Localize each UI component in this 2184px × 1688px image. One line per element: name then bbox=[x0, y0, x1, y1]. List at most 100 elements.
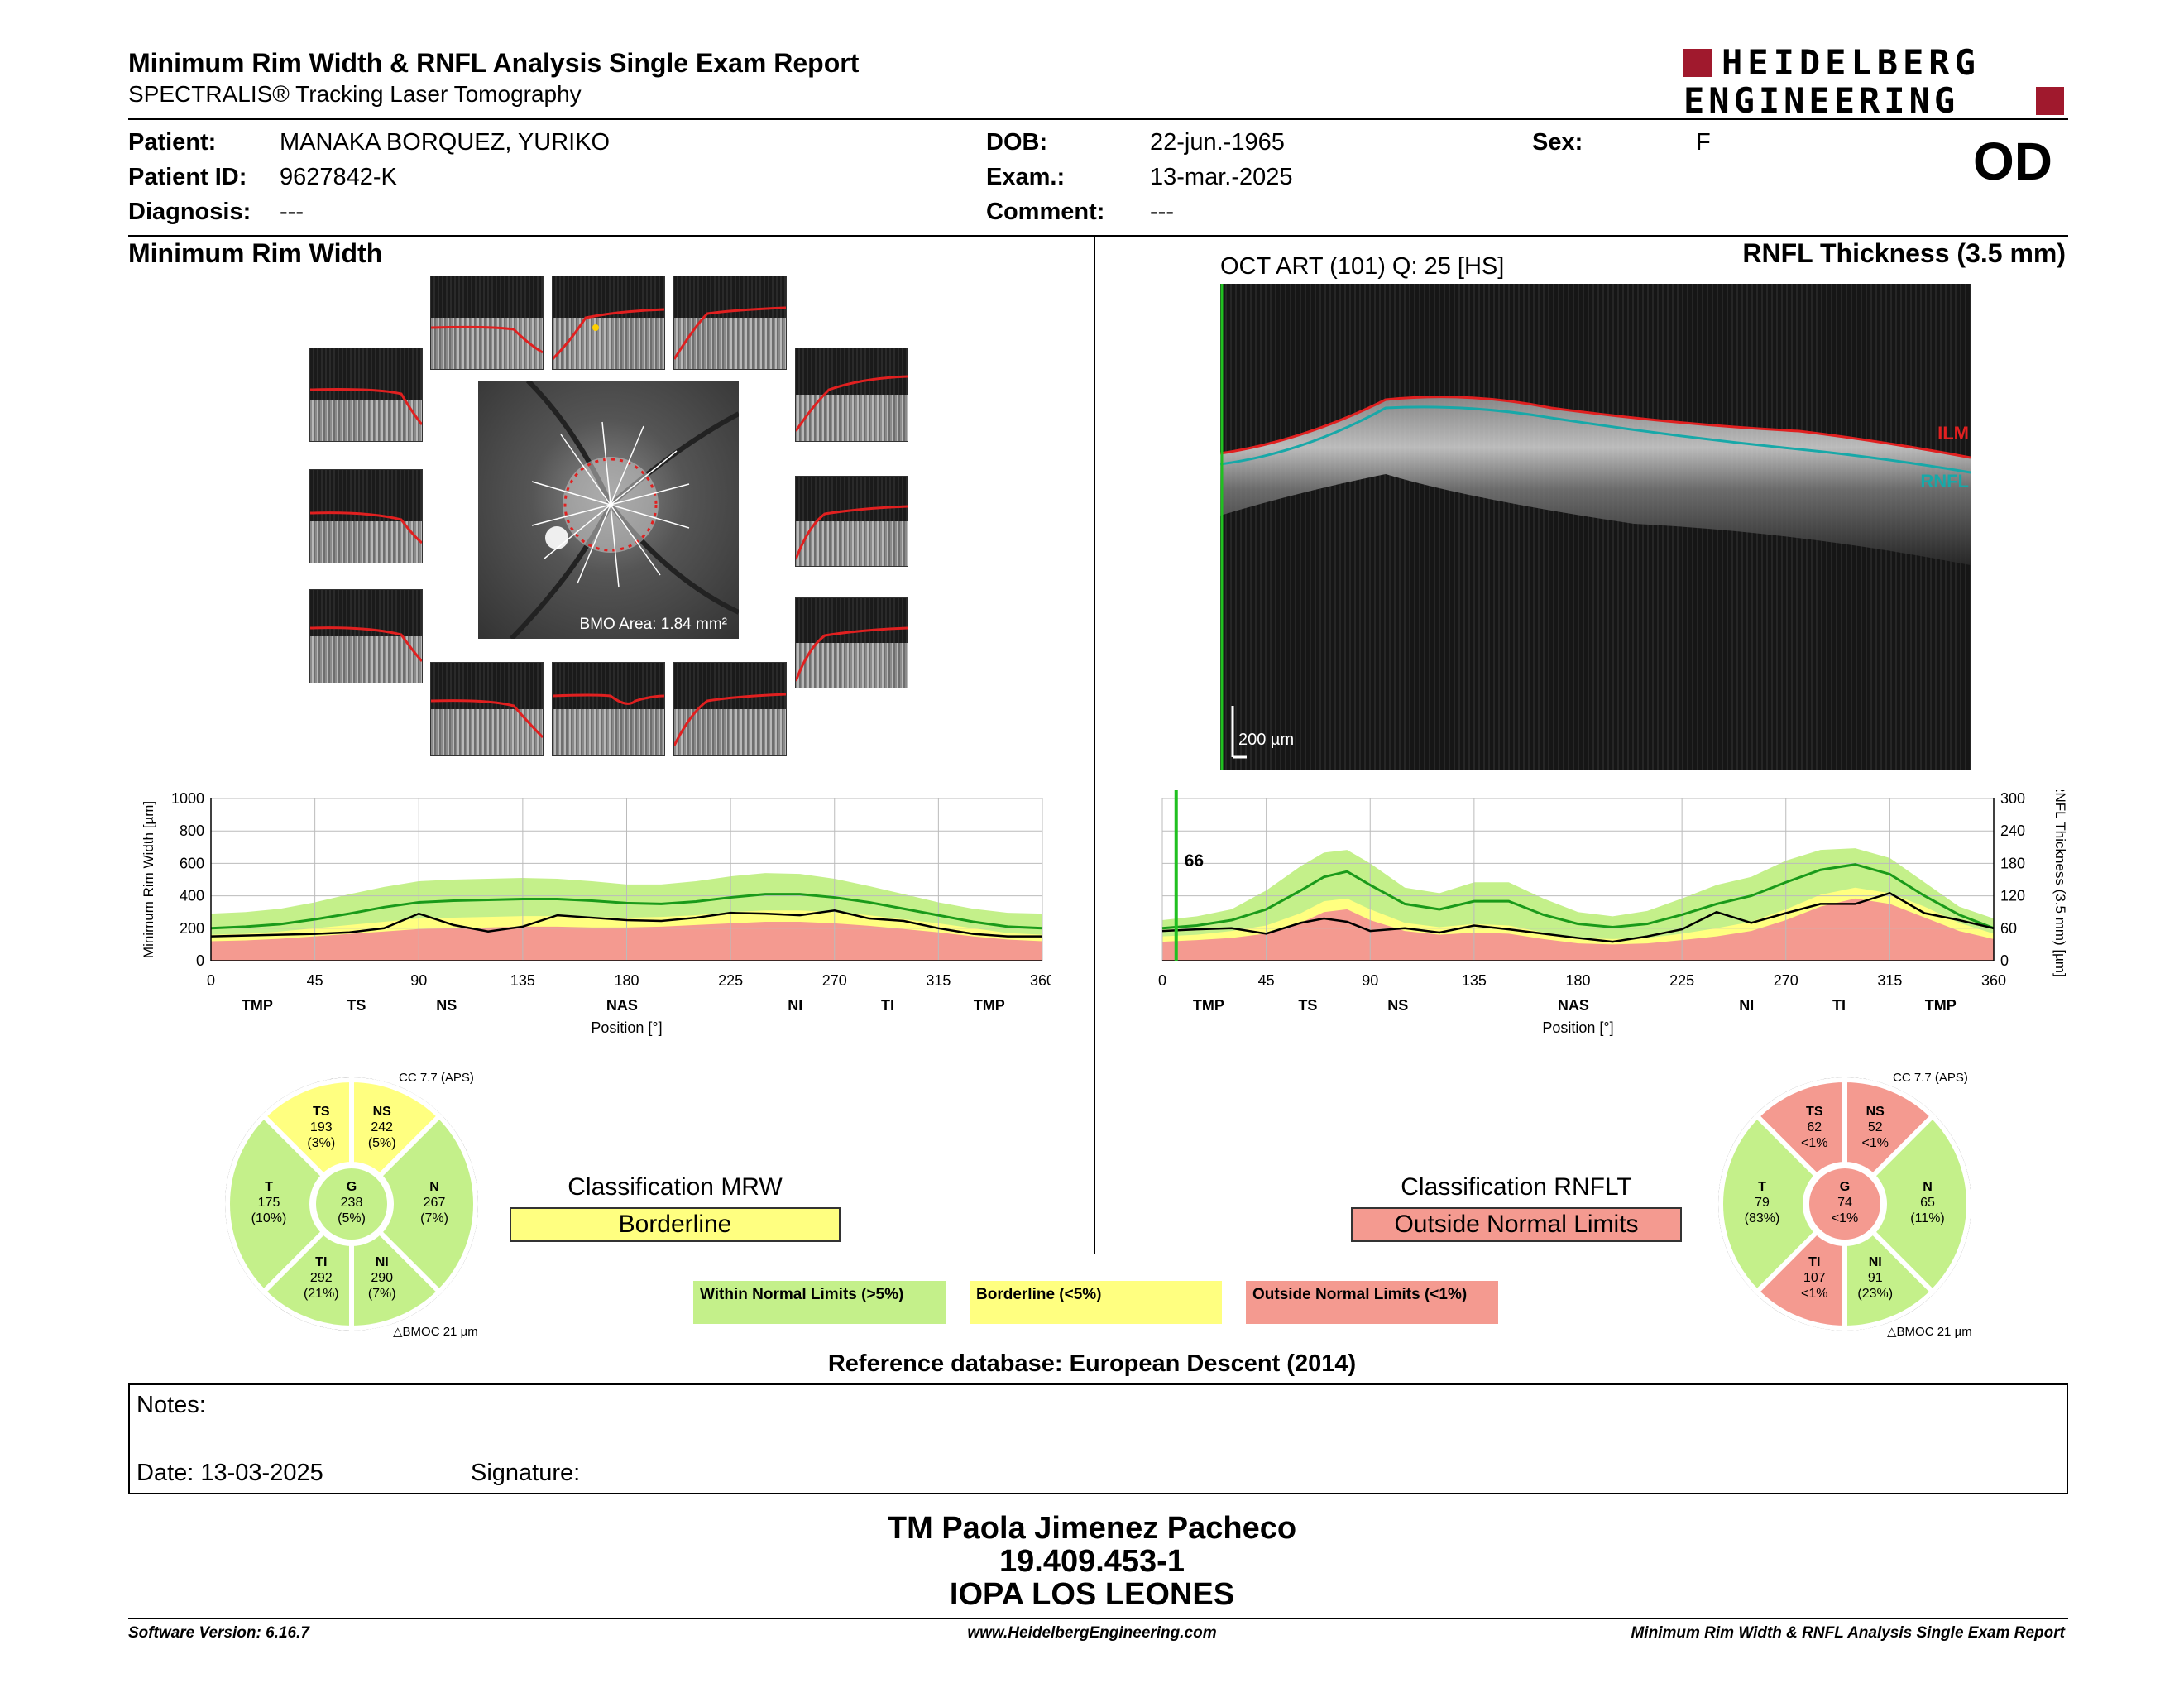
sector-t-text: T bbox=[265, 1180, 273, 1194]
y-axis-label: RNFL Thickness (3.5 mm) [µm] bbox=[2052, 790, 2068, 977]
sector-g-text: <1% bbox=[1832, 1211, 1858, 1225]
rnfl-classification-label: Classification RNFLT bbox=[1401, 1173, 1632, 1201]
bscan-tile[interactable] bbox=[309, 589, 423, 683]
sex-value: F bbox=[1696, 129, 1711, 156]
x-tick-label: 0 bbox=[1158, 972, 1166, 989]
header-divider bbox=[128, 118, 2068, 120]
mrw-bmoc-value: BMOC 21 µm bbox=[402, 1325, 478, 1339]
sector-label: NS bbox=[436, 997, 457, 1014]
bscan-tile[interactable] bbox=[673, 276, 787, 370]
bscan-tile[interactable] bbox=[673, 662, 787, 756]
sector-ti-text: 292 bbox=[310, 1271, 333, 1285]
bscan-tile[interactable] bbox=[309, 469, 423, 563]
sector-ni-text: NI bbox=[376, 1255, 389, 1269]
sector-t-text: 79 bbox=[1755, 1196, 1770, 1210]
x-axis-label: Position [°] bbox=[1542, 1019, 1613, 1036]
date-label: Date: 13-03-2025 bbox=[136, 1460, 323, 1486]
bscan-tile[interactable] bbox=[309, 348, 423, 442]
y-tick-label: 400 bbox=[180, 888, 204, 904]
comment-label: Comment: bbox=[986, 199, 1105, 225]
sector-label: TMP bbox=[242, 997, 273, 1014]
bscan-tile[interactable] bbox=[430, 276, 544, 370]
software-version: Software Version: 6.16.7 bbox=[128, 1624, 309, 1642]
sector-ts bbox=[1753, 1077, 1847, 1180]
sector-ni-text: (7%) bbox=[368, 1287, 396, 1301]
y-tick-label: 120 bbox=[2000, 888, 2025, 904]
sector-ns-text: NS bbox=[373, 1105, 392, 1119]
sector-t-text: 175 bbox=[258, 1196, 280, 1210]
y-tick-label: 60 bbox=[2000, 920, 2017, 937]
x-tick-label: 180 bbox=[614, 972, 639, 989]
patient-id-value: 9627842-K bbox=[280, 164, 397, 190]
sector-ts-text: TS bbox=[1806, 1105, 1823, 1119]
sector-ti-text: TI bbox=[1808, 1255, 1820, 1269]
sector-g bbox=[1806, 1165, 1884, 1243]
logo-line2: ENGINEERING bbox=[1684, 80, 1960, 121]
mrw-bmoc-label: △BMOC 21 µm bbox=[393, 1325, 478, 1339]
diagnosis-label: Diagnosis: bbox=[128, 199, 251, 225]
heidelberg-logo: HEIDELBERG ENGINEERING bbox=[1684, 42, 2064, 121]
x-tick-label: 225 bbox=[718, 972, 743, 989]
normal-mean-line bbox=[210, 893, 1043, 930]
bscan-tile[interactable] bbox=[430, 662, 544, 756]
bscan-tile[interactable] bbox=[552, 276, 665, 370]
sector-label: TMP bbox=[974, 997, 1005, 1014]
sector-label: NS bbox=[1387, 997, 1408, 1014]
y-axis-label: Minimum Rim Width [µm] bbox=[141, 801, 156, 958]
y-tick-label: 240 bbox=[2000, 822, 2025, 839]
normal-mean-line bbox=[1161, 863, 1995, 930]
sector-ns-text: 242 bbox=[371, 1120, 393, 1134]
sector-t bbox=[1718, 1112, 1821, 1296]
sector-ts-text: 62 bbox=[1807, 1120, 1822, 1134]
notes-box[interactable]: Notes: Date: 13-03-2025 Signature: bbox=[128, 1383, 2068, 1494]
ilm-label: ILM bbox=[1937, 423, 1969, 444]
footer-url[interactable]: www.HeidelbergEngineering.com bbox=[967, 1624, 1217, 1642]
bscan-tile[interactable] bbox=[795, 476, 908, 567]
fundus-image[interactable]: BMO Area: 1.84 mm² bbox=[478, 381, 739, 639]
bscan-tile[interactable] bbox=[795, 348, 908, 442]
footer-divider bbox=[128, 1618, 2068, 1619]
mrw-chart: 0 45 90 135 180 225 270 315 360 0 200 400 600 800 1000… bbox=[141, 790, 1051, 1036]
y-tick-label: 200 bbox=[180, 920, 204, 937]
eye-label: OD bbox=[1973, 132, 2052, 191]
patient-value: MANAKA BORQUEZ, YURIKO bbox=[280, 129, 611, 156]
exam-label: Exam.: bbox=[986, 164, 1066, 190]
bscan-tile[interactable] bbox=[795, 597, 908, 688]
y-tick-label: 0 bbox=[2000, 952, 2009, 969]
x-tick-label: 0 bbox=[207, 972, 215, 989]
x-tick-label: 315 bbox=[1877, 972, 1902, 989]
sector-n-text: (11%) bbox=[1910, 1211, 1945, 1225]
sector-label: NAS bbox=[1558, 997, 1589, 1014]
x-tick-label: 270 bbox=[822, 972, 847, 989]
footer-report-name: Minimum Rim Width & RNFL Analysis Single… bbox=[1631, 1624, 2065, 1642]
exam-value: 13-mar.-2025 bbox=[1150, 164, 1293, 190]
rnfl-chart: 0 45 90 135 180 225 270 315 360 0 60 120 180 240 300 TM… bbox=[1158, 790, 2068, 1036]
comment-value: --- bbox=[1150, 199, 1174, 225]
sector-ti bbox=[1753, 1228, 1847, 1331]
sector-ti-text: (21%) bbox=[304, 1287, 339, 1301]
bscan-tile[interactable] bbox=[552, 662, 665, 756]
sector-label: TMP bbox=[1925, 997, 1956, 1014]
x-tick-label: 135 bbox=[1462, 972, 1487, 989]
sector-t-text: (83%) bbox=[1745, 1211, 1780, 1225]
rnfl-classification-box: Outside Normal Limits bbox=[1351, 1207, 1682, 1242]
position-marker-value: 66 bbox=[1185, 851, 1204, 870]
reference-database: Reference database: European Descent (20… bbox=[827, 1350, 1357, 1377]
oct-bscan-image[interactable]: ILM RNFL 200 µm bbox=[1220, 284, 1971, 770]
sector-ni-text: NI bbox=[1869, 1255, 1882, 1269]
sector-ts bbox=[260, 1077, 354, 1180]
sector-ti bbox=[260, 1228, 354, 1331]
sector-t-text: (10%) bbox=[251, 1211, 287, 1225]
rnfl-bmoc-value: BMOC 21 µm bbox=[1896, 1325, 1972, 1339]
patient-label: Patient: bbox=[128, 129, 217, 156]
rnfl-cc-label: CC 7.7 (APS) bbox=[1893, 1071, 1968, 1085]
x-tick-label: 270 bbox=[1774, 972, 1798, 989]
y-tick-label: 180 bbox=[2000, 855, 2025, 871]
oct-bscan-layers bbox=[1220, 284, 1971, 770]
scale-bar-label: 200 µm bbox=[1238, 731, 1295, 749]
x-tick-label: 360 bbox=[1030, 972, 1051, 989]
sector-ns-text: <1% bbox=[1861, 1136, 1888, 1150]
sector-label: NI bbox=[788, 997, 802, 1014]
logo-line1: HEIDELBERG bbox=[1722, 42, 1980, 83]
